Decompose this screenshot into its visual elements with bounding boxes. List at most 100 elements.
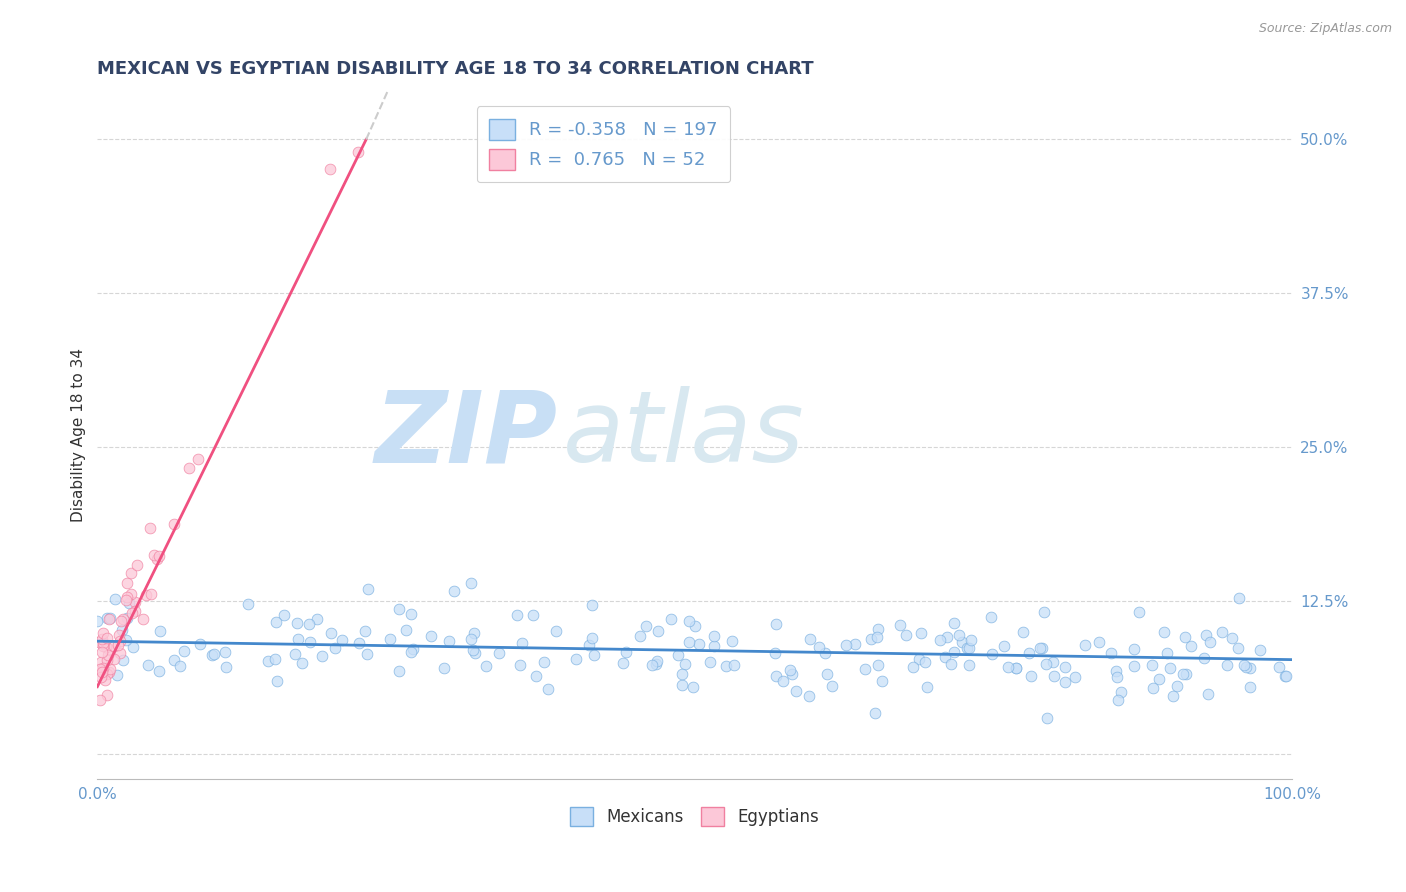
Point [678,614,700,628]
Point [699,655,721,669]
Point [460,632,482,647]
Point [1268,660,1291,674]
Point [90,665,112,680]
Point [402,642,425,657]
Point [942,645,965,659]
Point [115,593,138,607]
Point [399,607,422,621]
Point [853,662,876,676]
Point [257,654,280,668]
Point [236,597,259,611]
Point [357,582,380,596]
Point [524,669,547,683]
Point [993,639,1015,653]
Point [108,633,131,648]
Point [111,612,134,626]
Point [565,652,588,666]
Point [1174,630,1197,644]
Point [522,608,544,623]
Point [285,616,308,631]
Point [460,576,482,591]
Point [1161,689,1184,703]
Point [703,629,725,643]
Point [323,640,346,655]
Point [115,611,138,625]
Point [91,645,114,659]
Point [510,636,533,650]
Point [934,650,956,665]
Point [950,635,973,649]
Point [1105,664,1128,678]
Point [868,658,890,673]
Point [107,628,129,642]
Point [311,648,333,663]
Point [763,646,786,660]
Point [120,566,142,580]
Point [464,646,486,660]
Point [723,658,745,673]
Point [1123,642,1146,657]
Point [121,606,143,620]
Point [179,461,201,475]
Point [612,657,634,671]
Point [110,615,132,629]
Point [714,658,737,673]
Point [799,632,821,646]
Point [104,591,127,606]
Point [1220,631,1243,645]
Point [1054,674,1077,689]
Point [91,626,114,640]
Point [1088,634,1111,648]
Point [1192,651,1215,665]
Point [870,673,893,688]
Point [582,648,605,662]
Point [330,632,353,647]
Point [264,615,287,630]
Point [463,625,485,640]
Point [1147,673,1170,687]
Point [901,660,924,674]
Point [1042,655,1064,669]
Point [1197,687,1219,701]
Point [1107,693,1129,707]
Point [910,626,932,640]
Point [284,647,307,661]
Point [148,549,170,564]
Point [780,666,803,681]
Point [443,583,465,598]
Point [97,648,120,662]
Point [673,657,696,671]
Point [169,658,191,673]
Point [399,645,422,659]
Text: Source: ZipAtlas.com: Source: ZipAtlas.com [1258,22,1392,36]
Point [1105,670,1128,684]
Point [889,617,911,632]
Point [124,604,146,618]
Point [1173,666,1195,681]
Point [1156,646,1178,660]
Point [682,680,704,694]
Point [433,661,456,675]
Point [356,647,378,661]
Text: atlas: atlas [564,386,804,483]
Point [628,629,651,643]
Point [86,614,108,628]
Point [1053,659,1076,673]
Point [1249,643,1271,657]
Point [948,628,970,642]
Point [135,588,157,602]
Point [388,664,411,678]
Point [1239,681,1261,695]
Point [98,612,121,626]
Point [581,598,603,612]
Point [671,678,693,692]
Point [666,648,689,662]
Point [721,633,744,648]
Point [956,640,979,655]
Point [647,624,669,638]
Point [683,618,706,632]
Point [929,632,952,647]
Point [138,658,160,673]
Point [1215,657,1237,672]
Point [108,646,131,660]
